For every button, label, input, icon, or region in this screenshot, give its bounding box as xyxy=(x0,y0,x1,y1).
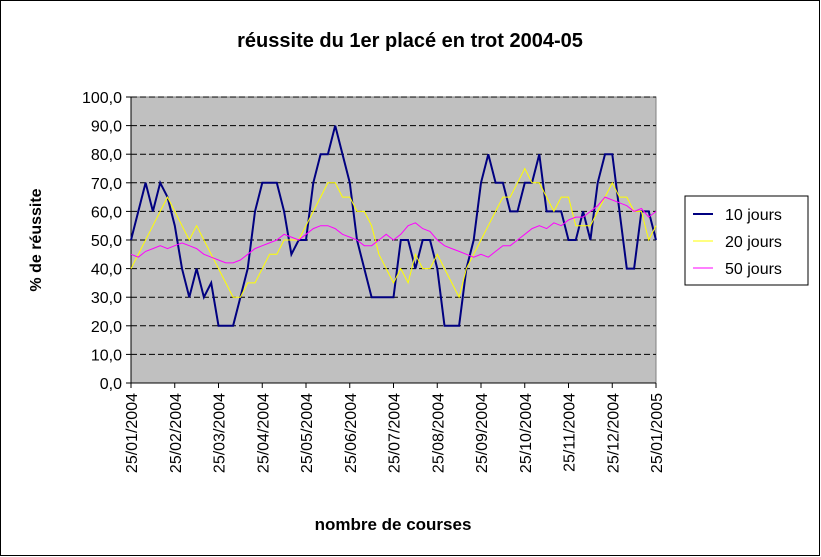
legend-label: 20 jours xyxy=(725,234,782,251)
y-tick-label: 60,0 xyxy=(91,204,122,221)
series-line xyxy=(130,196,657,264)
x-tick-label: 25/03/2004 xyxy=(212,393,229,473)
series-line xyxy=(130,167,657,299)
y-tick-label: 20,0 xyxy=(91,319,122,336)
x-tick-label: 25/08/2004 xyxy=(430,393,447,473)
y-tick-label: 80,0 xyxy=(91,147,122,164)
y-tick-label: 50,0 xyxy=(91,233,122,250)
x-tick-label: 25/12/2004 xyxy=(605,393,622,473)
y-tick-label: 10,0 xyxy=(91,347,122,364)
x-tick-label: 25/09/2004 xyxy=(474,393,491,473)
x-tick-label: 25/11/2004 xyxy=(562,393,579,472)
y-axis-label: % de réussite xyxy=(28,188,45,291)
y-tick-label: 70,0 xyxy=(91,176,122,193)
x-tick-label: 25/01/2004 xyxy=(124,393,141,473)
chart-title: réussite du 1er placé en trot 2004-05 xyxy=(237,30,583,52)
y-tick-label: 100,0 xyxy=(82,90,122,107)
legend-label: 50 jours xyxy=(725,261,782,278)
x-tick-label: 25/05/2004 xyxy=(299,393,316,473)
x-tick-label: 25/10/2004 xyxy=(518,393,535,473)
legend-label: 10 jours xyxy=(725,207,782,224)
x-tick-label: 25/04/2004 xyxy=(255,393,272,473)
y-tick-label: 90,0 xyxy=(91,119,122,136)
x-tick-label: 25/02/2004 xyxy=(168,393,185,473)
x-tick-label: 25/07/2004 xyxy=(387,393,404,473)
y-tick-label: 30,0 xyxy=(91,290,122,307)
x-axis-label: nombre de courses xyxy=(315,515,472,534)
series-line xyxy=(130,125,657,327)
x-tick-label: 25/01/2005 xyxy=(649,393,666,473)
y-tick-label: 40,0 xyxy=(91,262,122,279)
x-tick-label: 25/06/2004 xyxy=(343,393,360,473)
y-tick-label: 0,0 xyxy=(100,376,122,393)
